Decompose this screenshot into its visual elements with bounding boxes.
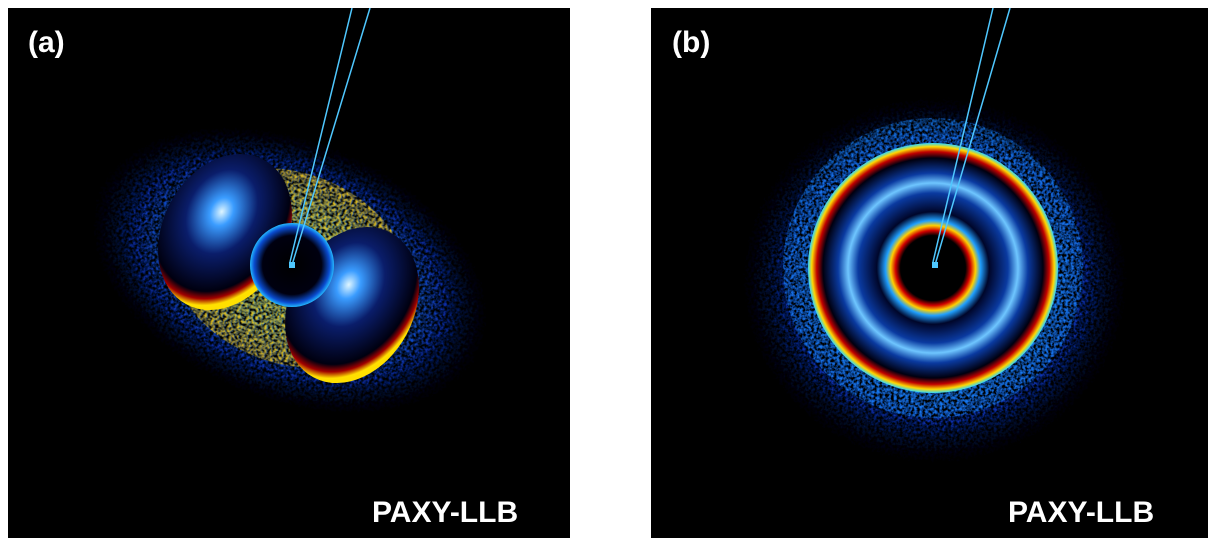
beam-stop-arm: [291, 8, 371, 266]
panel-b: (b) PAXY-LLB: [651, 8, 1208, 538]
instrument-caption: PAXY-LLB: [372, 496, 518, 529]
beam-center: [932, 262, 938, 268]
beam-center: [289, 262, 295, 268]
beam-stop-arm: [289, 8, 353, 263]
instrument-caption: PAXY-LLB: [1008, 496, 1154, 529]
panel-a: (a) PAXY-LLB: [8, 8, 570, 538]
panel-label: (a): [28, 26, 65, 59]
beam-stop-arm: [934, 8, 1011, 266]
panel-label: (b): [672, 26, 710, 59]
beam-stop-arm: [932, 8, 994, 263]
